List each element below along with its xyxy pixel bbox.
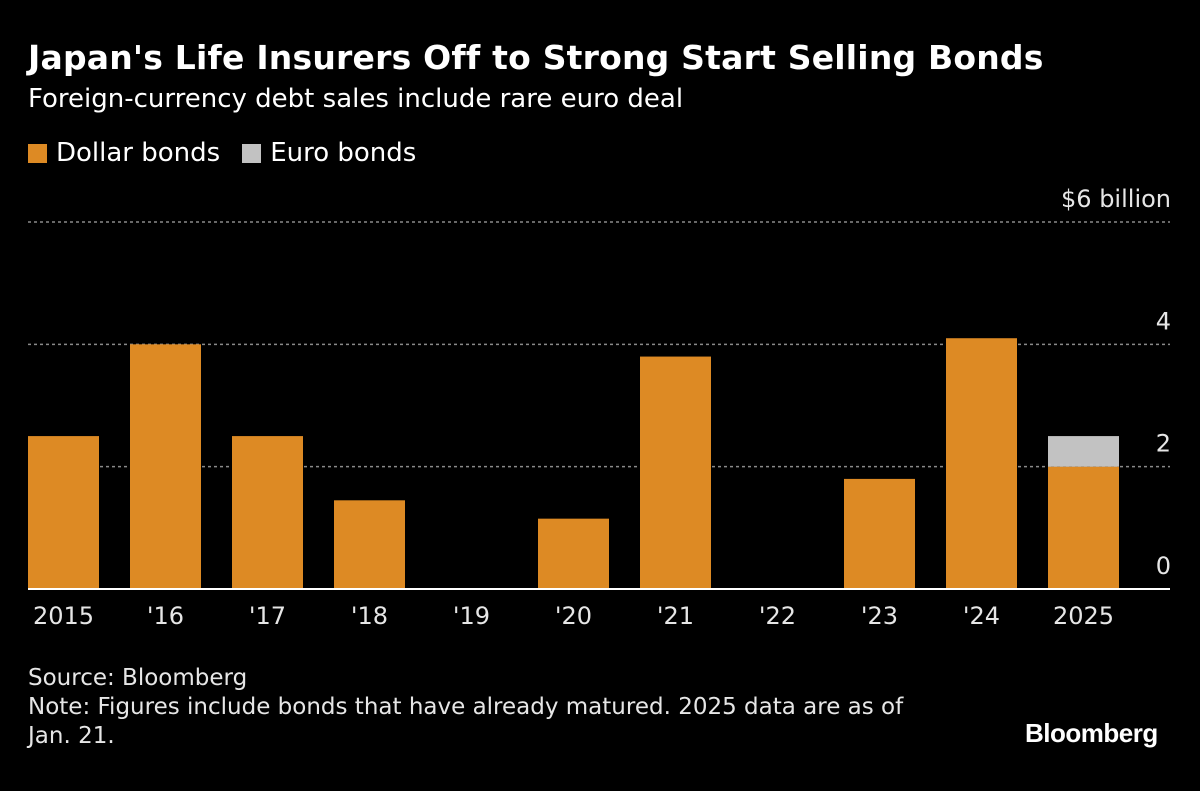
x-tick-label-1: '16 bbox=[147, 602, 184, 630]
x-tick-label-7: '22 bbox=[759, 602, 796, 630]
bar-euro-10 bbox=[1048, 436, 1119, 467]
legend-swatch-euro-bonds bbox=[242, 143, 262, 163]
bar-dollar-0 bbox=[28, 436, 99, 589]
y-tick-label-2: 2 bbox=[1156, 430, 1171, 458]
legend-label-dollar-bonds: Dollar bonds bbox=[56, 138, 221, 168]
bar-dollar-9 bbox=[946, 338, 1017, 589]
bar-dollar-1 bbox=[130, 344, 201, 589]
x-tick-label-8: '23 bbox=[861, 602, 898, 630]
x-tick-label-9: '24 bbox=[963, 602, 1000, 630]
bar-dollar-5 bbox=[538, 518, 609, 589]
legend: Dollar bonds Euro bonds bbox=[28, 138, 438, 168]
footnote: Note: Figures include bonds that have al… bbox=[28, 694, 904, 749]
x-tick-label-10: 2025 bbox=[1053, 602, 1114, 630]
x-tick-label-0: 2015 bbox=[33, 602, 94, 630]
chart-subtitle: Foreign-currency debt sales include rare… bbox=[28, 84, 684, 114]
bar-dollar-8 bbox=[844, 478, 915, 589]
bar-dollar-6 bbox=[640, 356, 711, 589]
bar-dollar-2 bbox=[232, 436, 303, 589]
y-tick-label-0: 0 bbox=[1156, 552, 1171, 580]
legend-item-dollar-bonds: Dollar bonds bbox=[28, 138, 220, 168]
footer: Source: Bloomberg Note: Figures include … bbox=[28, 664, 928, 751]
bar-dollar-10 bbox=[1048, 466, 1119, 589]
legend-label-euro-bonds: Euro bonds bbox=[270, 138, 417, 168]
x-tick-label-3: '18 bbox=[351, 602, 388, 630]
source-note: Source: Bloomberg bbox=[28, 665, 248, 691]
x-tick-label-4: '19 bbox=[453, 602, 490, 630]
legend-item-euro-bonds: Euro bonds bbox=[242, 138, 416, 168]
bloomberg-logo: Bloomberg bbox=[1025, 718, 1158, 748]
legend-swatch-dollar-bonds bbox=[28, 143, 47, 163]
x-tick-label-5: '20 bbox=[555, 602, 592, 630]
y-tick-label-4: 4 bbox=[1156, 307, 1171, 335]
x-tick-label-6: '21 bbox=[657, 602, 694, 630]
y-tick-label-6: $6 billion bbox=[1061, 185, 1171, 213]
bar-dollar-3 bbox=[334, 500, 405, 589]
chart-title: Japan's Life Insurers Off to Strong Star… bbox=[28, 38, 1044, 77]
x-tick-label-2: '17 bbox=[249, 602, 286, 630]
